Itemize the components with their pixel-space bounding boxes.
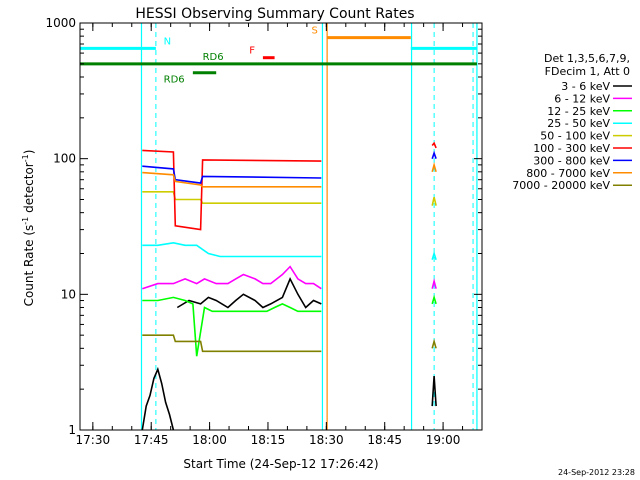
series-7 [142, 150, 437, 184]
series-4 [142, 241, 437, 260]
legend-entry-label: 100 - 300 keV [533, 142, 610, 155]
flag-label: RD6 [203, 52, 224, 63]
series-line [431, 278, 437, 289]
x-tick-label: 18:45 [367, 433, 402, 447]
legend-header: Det 1,3,5,6,7,9, [544, 52, 630, 65]
series-line [431, 375, 437, 407]
series-line [176, 276, 322, 309]
series-line [142, 241, 322, 258]
series-line [142, 191, 322, 204]
legend-entry-label: 800 - 7000 keV [526, 167, 610, 180]
flag-rd6: RD6 [80, 52, 477, 66]
series-line [431, 338, 437, 349]
flag-f: F [249, 46, 275, 60]
series-9 [142, 334, 437, 353]
flag-label: RD6 [164, 75, 185, 86]
legend-entry-label: 50 - 100 keV [540, 130, 610, 143]
plot-content: N S F RD6 RD6 [80, 23, 478, 431]
flag-label: S [312, 26, 318, 37]
x-tick-label: 17:30 [76, 433, 111, 447]
series-3 [142, 294, 437, 357]
y-tick-label: 1000 [45, 16, 76, 30]
x-tick-label: 18:30 [309, 433, 344, 447]
legend-entry-label: 25 - 50 keV [547, 117, 610, 130]
series-2 [142, 265, 437, 290]
series-line [431, 250, 437, 260]
legend-header: FDecim 1, Att 0 [545, 65, 630, 78]
series-line [142, 149, 322, 231]
y-axis-label-mid: detector [22, 162, 36, 217]
series-line [431, 294, 437, 305]
legend-entry-label: 300 - 800 keV [533, 154, 610, 167]
y-axis-label-sup2: -1 [21, 154, 30, 162]
y-tick-label: 1 [68, 423, 76, 437]
x-axis-label: Start Time (24-Sep-12 17:26:42) [183, 457, 378, 471]
series-line [431, 150, 437, 159]
legend-entry-label: 3 - 6 keV [561, 80, 610, 93]
legend-entry-label: 7000 - 20000 keV [512, 179, 610, 192]
y-axis-label-end: ) [22, 150, 36, 155]
series-6 [142, 141, 437, 231]
flag-n: N [80, 36, 477, 50]
flag-label: N [164, 36, 171, 47]
x-tick-label: 18:00 [192, 433, 227, 447]
series-line [431, 161, 437, 173]
chart-title: HESSI Observing Summary Count Rates [135, 6, 414, 22]
series-line [431, 197, 437, 206]
series-8 [142, 161, 437, 188]
y-tick-label: 10 [61, 287, 76, 301]
y-tick-label: 100 [53, 152, 76, 166]
y-axis-label-sup1: -1 [21, 217, 30, 225]
x-tick-label: 17:45 [134, 433, 169, 447]
y-axis-label-main: Count Rate (s [22, 225, 36, 307]
x-tick-label: 18:15 [251, 433, 286, 447]
axes: 17:30 17:45 18:00 18:15 18:30 18:45 19:00 1 10 10… [45, 16, 482, 447]
series-line [142, 334, 322, 353]
series-line [141, 366, 175, 431]
x-tick-label: 19:00 [426, 433, 461, 447]
series-line [142, 171, 322, 188]
series-line [142, 265, 322, 290]
flag-rd6: RD6 [164, 71, 217, 86]
series-line [142, 296, 322, 357]
legend: Det 1,3,5,6,7,9,FDecim 1, Att 0 3 - 6 keV… [512, 52, 632, 192]
timestamp: 24-Sep-2012 23:28 [558, 468, 635, 477]
series-1 [141, 276, 437, 431]
flag-s: S [312, 26, 411, 40]
legend-entry-label: 6 - 12 keV [554, 92, 610, 105]
plot-frame [79, 22, 483, 431]
series-5 [142, 191, 437, 206]
legend-entry-label: 12 - 25 keV [547, 105, 610, 118]
series-line [431, 141, 437, 149]
flag-label: F [249, 46, 255, 57]
y-axis-label: Count Rate (s-1 detector-1) [21, 150, 36, 307]
series-line [142, 165, 322, 184]
